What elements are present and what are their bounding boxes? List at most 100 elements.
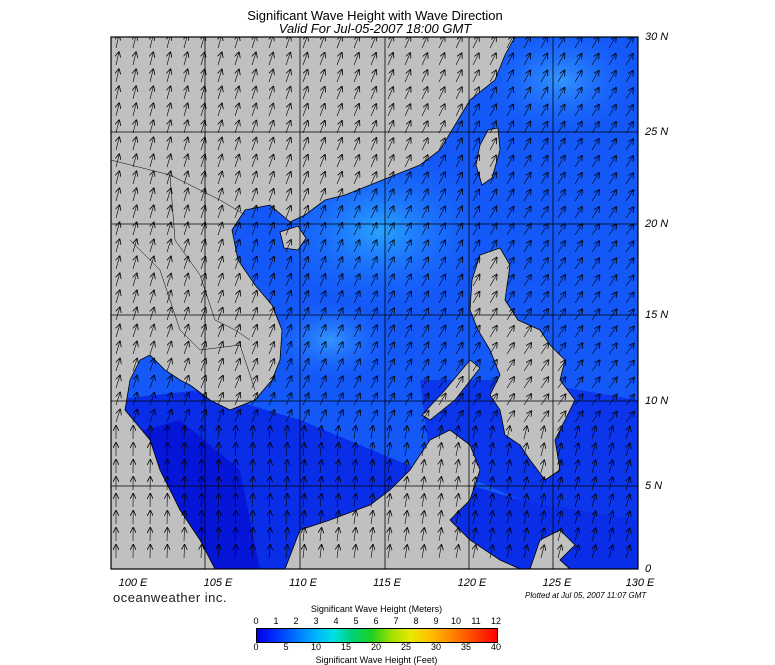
wave-arrow [336,376,343,389]
wave-arrow [150,325,154,338]
wave-arrow [455,173,462,185]
wave-arrow [490,426,493,440]
wave-arrow [609,461,613,474]
wave-arrow [540,394,548,406]
wave-arrow [557,275,565,287]
wave-arrow [149,342,154,355]
wave-arrow [404,172,411,185]
lon-label-100e: 100 E [118,577,148,589]
wave-arrow [608,327,617,338]
wave-arrow [438,292,445,304]
wave-arrow [167,257,171,270]
wave-arrow [574,326,582,338]
wave-arrow [319,70,325,83]
wave-arrow [473,426,476,440]
wave-arrow [319,37,325,49]
wave-arrow [507,545,510,559]
wave-arrow [353,376,360,389]
wave-arrow [336,87,342,100]
wave-arrow [608,361,617,372]
wave-arrow [285,376,291,389]
wave-arrow [626,478,630,491]
wave-arrow [540,207,548,219]
wave-arrow [608,258,616,270]
wave-arrow [133,69,136,83]
wave-arrow [507,443,510,457]
wave-arrow [353,359,360,372]
wave-arrow [421,411,429,423]
wave-arrow [506,88,513,100]
wave-arrow [574,292,582,304]
wave-arrow [506,173,513,185]
wave-arrow [540,360,548,372]
wave-arrow [353,70,359,83]
wave-arrow [489,88,496,100]
wave-arrow [421,104,428,117]
wave-arrow [337,528,339,542]
wave-arrow [608,224,616,236]
wave-arrow [626,427,630,440]
wave-arrow [303,477,304,491]
wave-arrow [217,206,222,219]
wave-arrow [625,361,634,372]
wave-arrow [540,122,548,134]
wave-arrow [320,443,322,457]
wave-arrow [523,241,531,253]
wave-arrow [608,207,616,219]
wave-arrow [167,206,171,219]
wave-arrow [303,494,304,508]
wave-arrow [558,545,561,559]
wave-arrow [625,395,634,406]
wave-arrow [201,70,205,83]
wave-arrow [506,292,514,304]
wave-arrow [217,223,222,236]
wave-arrow [268,291,274,304]
wave-arrow [438,275,445,287]
wave-arrow [506,394,514,406]
wave-arrow [217,240,222,253]
wave-arrow [608,122,616,134]
wave-arrow [149,376,154,389]
brand-logo-text: oceanweather inc. [113,590,228,605]
wave-arrow [557,224,565,236]
wave-arrow [591,412,600,423]
wave-arrow [320,545,322,559]
wave-arrow [251,325,257,338]
wave-arrow [541,494,544,508]
wave-arrow [438,377,446,389]
wave-arrow [201,460,202,474]
wave-arrow [116,52,119,66]
wave-arrow [421,53,427,66]
wave-arrow [609,495,613,508]
wave-arrow [303,426,304,440]
wave-arrow [388,443,390,457]
wave-arrow [167,69,170,83]
colorbar-feet-tick: 25 [400,642,411,652]
wave-arrow [201,138,205,151]
wave-arrow [285,342,291,355]
wave-arrow [302,240,308,253]
colorbar-meters-tick: 12 [490,616,501,626]
wave-arrow [625,190,633,202]
wave-arrow [422,545,424,559]
lon-label-105e: 105 E [203,577,233,589]
wave-arrow [575,546,578,559]
wave-arrow [540,88,547,100]
wave-arrow [387,87,393,100]
wave-arrow [218,528,219,542]
wave-arrow [337,477,339,491]
wave-arrow [235,70,239,83]
wave-arrow [268,206,274,219]
wave-arrow [183,325,188,338]
wave-arrow [319,223,325,236]
wave-arrow [404,70,410,83]
wave-arrow [302,291,308,304]
wave-arrow [456,528,459,542]
wave-arrow [608,378,617,389]
wave-arrow [455,104,462,117]
wave-arrow [201,121,205,134]
wave-arrow [609,546,613,559]
wave-arrow [438,53,445,66]
wave-arrow [591,224,599,236]
wave-arrow [574,275,582,287]
